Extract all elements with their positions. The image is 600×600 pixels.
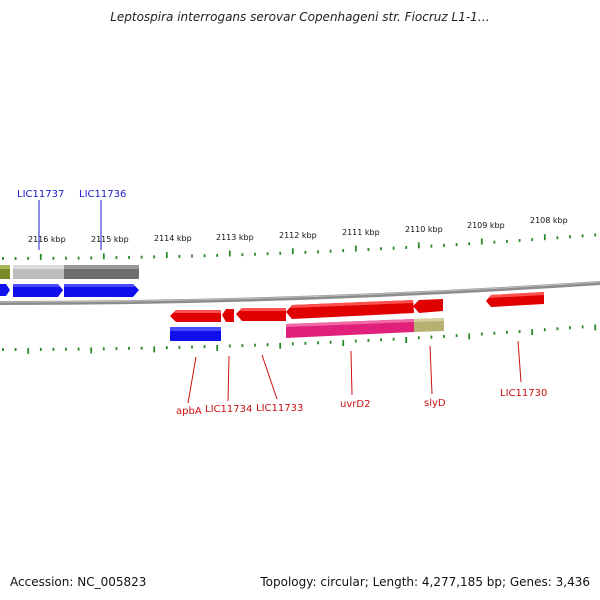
scale-label-2113: 2113 kbp (216, 233, 254, 242)
gene-arrow-forward-edge[interactable] (0, 284, 10, 296)
leader-line-uvrd2 (350, 350, 353, 396)
genome-title: Leptospira interrogans serovar Copenhage… (110, 10, 490, 24)
gene-label-lic11734[interactable]: LIC11734 (205, 404, 252, 415)
gene-label-lic11733[interactable]: LIC11733 (256, 403, 303, 414)
accession-text: Accession: NC_005823 (10, 575, 147, 589)
gene-arrow-lic11737[interactable] (13, 284, 63, 297)
genome-stats-text: Topology: circular; Length: 4,277,185 bp… (260, 575, 590, 589)
gene-label-lic11736[interactable]: LIC11736 (79, 189, 126, 200)
scale-label-2110: 2110 kbp (405, 225, 443, 234)
feature-olive[interactable] (0, 265, 10, 279)
leader-line-lic11733 (261, 354, 278, 400)
gene-arrow-lic11733[interactable] (236, 308, 286, 321)
leader-line-apba (187, 356, 197, 404)
scale-label-2111: 2111 kbp (342, 228, 380, 237)
gene-label-apba[interactable]: apbA (176, 406, 202, 417)
upper-tick-row (2, 233, 597, 260)
leader-line-lic11734 (227, 355, 230, 402)
scale-label-2109: 2109 kbp (467, 221, 505, 230)
scale-label-2116: 2116 kbp (28, 235, 66, 244)
gene-label-uvrd2[interactable]: uvrD2 (340, 399, 370, 410)
leader-line-lic11730 (517, 340, 522, 383)
gene-label-slyd[interactable]: slyD (424, 398, 446, 409)
gene-arrow-lic11736[interactable] (64, 284, 139, 297)
gene-label-lic11730[interactable]: LIC11730 (500, 388, 547, 399)
leader-line-slyd (429, 345, 433, 395)
genome-backbone (0, 281, 600, 305)
gene-arrow-lic11734[interactable] (222, 309, 234, 322)
scale-label-2115: 2115 kbp (91, 235, 129, 244)
scale-label-2112: 2112 kbp (279, 231, 317, 240)
gene-arrow-slyd[interactable] (413, 299, 443, 313)
gene-label-lic11737[interactable]: LIC11737 (17, 189, 64, 200)
scale-label-2108: 2108 kbp (530, 216, 568, 225)
scale-label-2114: 2114 kbp (154, 234, 192, 243)
lower-tick-row (2, 324, 597, 354)
